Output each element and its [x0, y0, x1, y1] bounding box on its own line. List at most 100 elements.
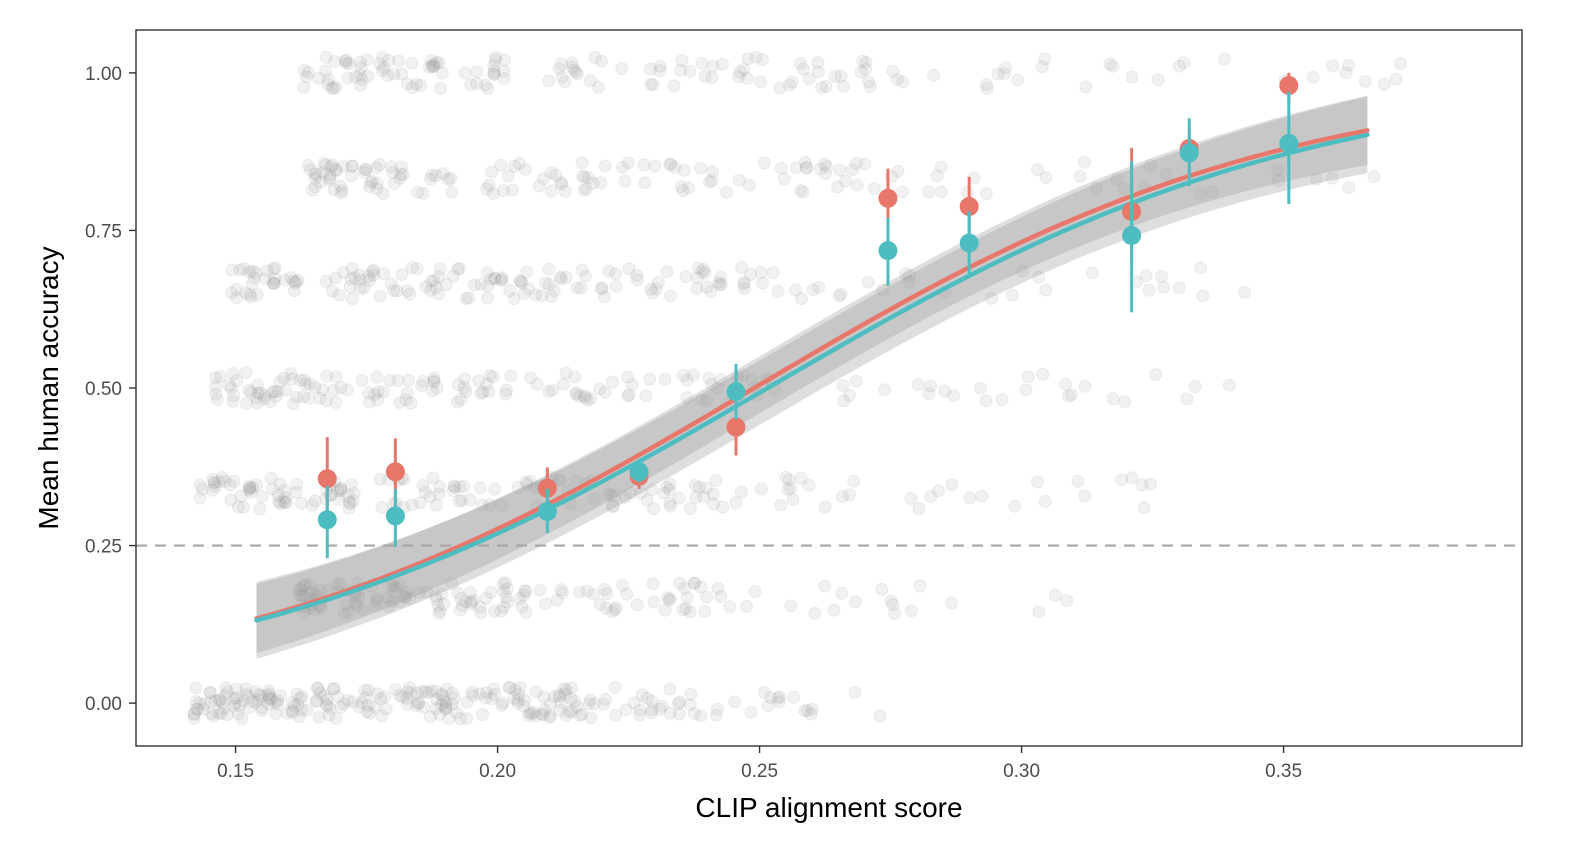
raw-point: [644, 706, 658, 720]
raw-point: [371, 393, 385, 407]
raw-point: [232, 500, 245, 514]
raw-point: [1205, 185, 1219, 199]
raw-point: [209, 371, 222, 385]
raw-point: [327, 682, 341, 696]
raw-point: [424, 274, 438, 288]
raw-point: [386, 595, 400, 608]
raw-point: [1342, 58, 1355, 72]
raw-point: [205, 483, 219, 497]
raw-point: [924, 490, 938, 503]
x-axis: 0.15 0.20 0.25 0.30 0.35: [217, 746, 1302, 782]
raw-point: [859, 56, 873, 70]
x-tick-label: 0.25: [741, 761, 778, 782]
raw-point: [676, 184, 690, 198]
raw-point: [529, 288, 543, 302]
raw-point: [263, 395, 277, 409]
raw-point: [260, 264, 274, 278]
raw-point: [387, 177, 401, 190]
raw-point: [1149, 368, 1163, 382]
raw-point: [350, 599, 364, 613]
raw-point: [513, 681, 527, 695]
raw-point: [334, 186, 348, 200]
raw-point: [556, 586, 569, 600]
raw-point: [389, 581, 403, 595]
raw-point: [437, 694, 451, 708]
raw-point: [818, 157, 832, 171]
raw-point: [683, 605, 697, 619]
raw-point: [595, 282, 609, 295]
raw-point: [550, 593, 564, 607]
raw-point: [480, 266, 494, 280]
raw-point: [519, 584, 533, 598]
raw-point: [702, 371, 716, 385]
raw-point: [644, 282, 658, 296]
raw-point: [334, 179, 348, 193]
raw-point: [836, 379, 850, 392]
raw-point: [1106, 392, 1120, 406]
raw-point: [592, 80, 605, 94]
raw-point: [498, 53, 512, 67]
raw-point: [320, 699, 334, 713]
raw-point: [225, 263, 239, 277]
raw-point: [774, 498, 788, 512]
raw-point: [902, 269, 916, 283]
raw-point: [239, 687, 253, 701]
raw-point: [1159, 167, 1173, 181]
raw-point: [387, 67, 401, 81]
raw-point: [451, 395, 464, 409]
raw-point: [224, 493, 238, 507]
raw-point: [320, 369, 334, 383]
raw-point: [595, 54, 608, 68]
raw-point: [609, 601, 623, 614]
raw-point: [239, 682, 253, 696]
raw-point: [579, 269, 593, 283]
raw-point: [193, 491, 207, 505]
raw-point: [819, 79, 833, 93]
y-tick-label: 0.25: [85, 537, 122, 558]
summary-point-group: [726, 364, 746, 420]
raw-point: [352, 700, 366, 714]
raw-point: [598, 159, 612, 173]
raw-point: [322, 708, 336, 722]
raw-point: [387, 579, 401, 593]
raw-point: [899, 266, 913, 280]
raw-point: [1032, 270, 1046, 284]
summary-point: [726, 382, 746, 402]
raw-point: [653, 59, 667, 73]
raw-point: [1271, 163, 1285, 177]
fit-line: [254, 128, 1370, 621]
raw-point: [615, 62, 629, 75]
summary-point: [385, 506, 405, 526]
raw-point: [1062, 389, 1076, 403]
raw-point: [478, 691, 492, 705]
raw-point: [451, 262, 465, 276]
raw-point: [578, 391, 592, 405]
raw-point: [1036, 367, 1050, 381]
raw-point: [488, 271, 502, 285]
raw-point: [801, 704, 815, 718]
raw-point: [285, 696, 299, 710]
raw-point: [458, 372, 472, 386]
raw-point: [850, 156, 863, 170]
raw-point: [745, 373, 759, 387]
raw-point: [618, 174, 632, 188]
raw-point: [335, 184, 349, 198]
raw-point: [773, 690, 787, 704]
raw-point: [527, 706, 541, 719]
raw-point: [433, 262, 447, 276]
raw-point: [474, 277, 488, 291]
raw-point: [974, 381, 987, 395]
raw-point: [1172, 281, 1186, 295]
raw-point: [242, 383, 256, 397]
raw-point: [218, 474, 232, 488]
raw-point: [525, 707, 538, 721]
summary-point-group: [629, 459, 649, 483]
raw-point: [664, 499, 677, 513]
raw-point: [706, 487, 720, 501]
raw-point: [268, 384, 282, 398]
raw-point: [575, 156, 589, 170]
raw-point: [832, 289, 846, 303]
raw-point: [1142, 283, 1156, 297]
raw-point: [425, 59, 439, 73]
y-axis: 0.00 0.25 0.50 0.75 1.00: [85, 64, 136, 715]
